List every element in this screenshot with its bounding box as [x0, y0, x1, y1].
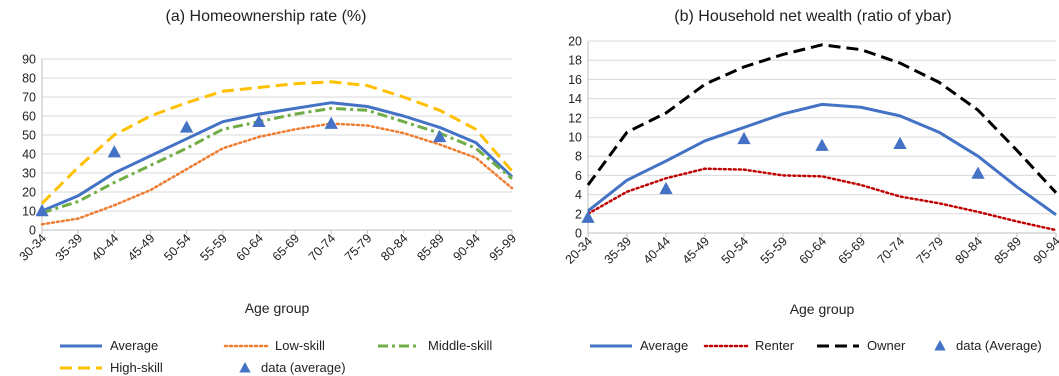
legend-marker: [239, 362, 251, 373]
series-line-owner: [586, 43, 1058, 194]
x-tick-label: 55-59: [758, 234, 791, 267]
homeownership-chart: (a) Homeownership rate (%) 0 10 20 30 40 50 60 7…: [17, 8, 520, 375]
legend-label: Average: [640, 338, 688, 353]
y-tick-label: 6: [575, 169, 582, 183]
data-marker: [433, 129, 447, 143]
y-tick-label: 18: [568, 54, 582, 68]
legend-label: High-skill: [110, 360, 163, 375]
legend-marker: [934, 340, 946, 351]
x-tick-label: 50-54: [719, 234, 752, 267]
chart-panel-net-wealth: (b) Household net wealth (ratio of ybar)…: [530, 0, 1059, 376]
legend-label: Low-skill: [275, 338, 325, 353]
data-marker: [737, 131, 751, 145]
x-tick-label: 70-74: [875, 234, 908, 267]
legend-label: Average: [110, 338, 158, 353]
x-tick-label: 35-39: [53, 231, 86, 264]
series-line-middle-skill: [41, 106, 513, 215]
y-tick-label: 30: [22, 167, 36, 181]
series-line-renter: [586, 167, 1058, 232]
y-tick-label: 90: [22, 53, 36, 67]
data-marker: [815, 138, 829, 151]
data-marker: [893, 136, 907, 149]
y-tick-label: 60: [22, 110, 36, 124]
data-marker: [324, 116, 338, 129]
chart-panel-homeownership: (a) Homeownership rate (%) 0 10 20 30 40 50 60 7…: [17, 8, 520, 375]
legend-label: Renter: [755, 338, 795, 353]
x-tick-label: 45-49: [680, 234, 713, 267]
x-tick-label: 85-89: [414, 231, 447, 264]
y-tick-label: 10: [22, 205, 36, 219]
x-tick-label: 70-74: [306, 231, 339, 264]
y-tick-label: 4: [575, 188, 582, 202]
y-tick-label: 40: [22, 148, 36, 162]
x-tick-label: 80-84: [953, 234, 986, 267]
data-marker: [107, 145, 121, 158]
net-wealth-chart: (b) Household net wealth (ratio of ybar)…: [563, 8, 1059, 353]
y-tick-label: 8: [575, 150, 582, 164]
legend-label: data (average): [261, 360, 346, 375]
series-line-low-skill: [40, 122, 514, 226]
data-marker: [179, 120, 194, 133]
y-tick-label: 12: [568, 111, 582, 125]
y-tick-label: 70: [22, 91, 36, 105]
legend-label: data (Average): [956, 338, 1042, 353]
series-line-high-skill: [40, 80, 514, 205]
data-marker: [581, 210, 595, 223]
y-tick-label: 16: [568, 73, 582, 87]
x-tick-label: 80-84: [378, 231, 411, 264]
x-tick-label: 35-39: [602, 234, 635, 267]
x-tick-label: 50-54: [161, 231, 194, 264]
x-tick-label: 55-59: [197, 231, 230, 264]
x-tick-label: 85-89: [992, 234, 1025, 267]
y-tick-label: 14: [568, 92, 582, 106]
x-tick-label: 90-94: [450, 231, 483, 264]
chart-title: (a) Homeownership rate (%): [166, 8, 367, 25]
x-axis-label: Age group: [790, 301, 855, 317]
x-tick-label: 60-64: [234, 231, 267, 264]
x-tick-label: 90-94: [1031, 234, 1059, 267]
chart-title: (b) Household net wealth (ratio of ybar): [674, 8, 951, 25]
legend-label: Owner: [867, 338, 906, 353]
x-tick-label: 65-69: [836, 234, 869, 267]
y-tick-label: 0: [575, 227, 582, 241]
x-tick-label: 75-79: [914, 234, 947, 267]
x-tick-label: 40-44: [89, 231, 122, 264]
series-line-average: [41, 101, 514, 213]
x-tick-label: 65-69: [270, 231, 303, 264]
x-tick-label: 95-99: [487, 231, 520, 264]
x-tick-label: 40-44: [641, 234, 674, 267]
x-axis-label: Age group: [245, 300, 310, 316]
y-tick-label: 0: [29, 224, 36, 238]
x-tick-label: 45-49: [125, 231, 158, 264]
y-tick-label: 10: [568, 131, 582, 145]
data-marker: [659, 181, 673, 195]
y-tick-label: 2: [575, 207, 582, 221]
data-marker: [971, 166, 985, 179]
y-tick-label: 20: [22, 186, 36, 200]
data-marker: [35, 204, 49, 217]
data-marker: [252, 114, 266, 127]
y-tick-label: 20: [568, 35, 582, 49]
legend-label: Middle-skill: [428, 338, 492, 353]
y-tick-label: 80: [22, 72, 36, 86]
y-tick-label: 50: [22, 129, 36, 143]
x-tick-label: 75-79: [342, 231, 375, 264]
series-line-average: [587, 102, 1057, 216]
x-tick-label: 60-64: [797, 234, 830, 267]
